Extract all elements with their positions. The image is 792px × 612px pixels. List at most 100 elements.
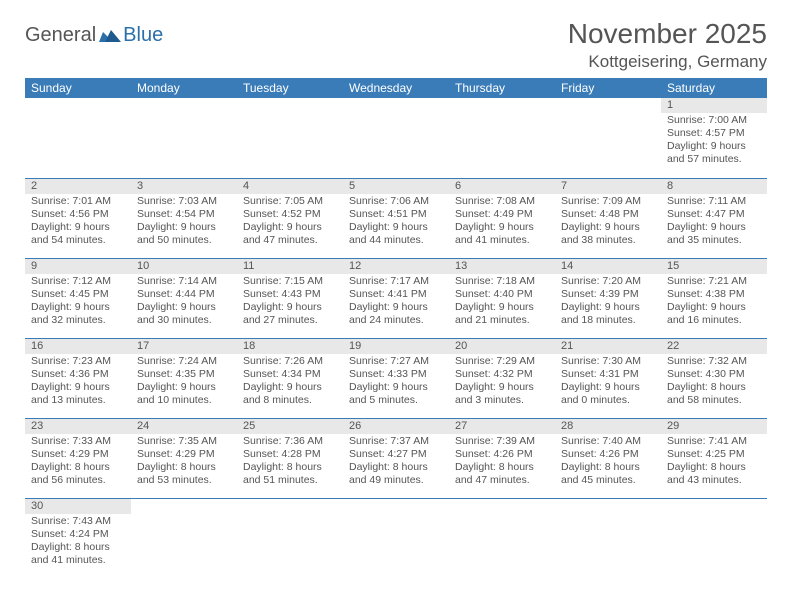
day-details: Sunrise: 7:24 AMSunset: 4:35 PMDaylight:… (131, 354, 237, 411)
calendar-page: General Blue November 2025 Kottgeisering… (0, 0, 792, 578)
day-line: Sunset: 4:27 PM (349, 448, 443, 461)
day-line: Daylight: 9 hours (137, 301, 231, 314)
day-line: and 57 minutes. (667, 153, 761, 166)
day-details: Sunrise: 7:11 AMSunset: 4:47 PMDaylight:… (661, 194, 767, 251)
day-line: and 0 minutes. (561, 394, 655, 407)
day-line: and 32 minutes. (31, 314, 125, 327)
day-number (237, 499, 343, 514)
day-details: Sunrise: 7:23 AMSunset: 4:36 PMDaylight:… (25, 354, 131, 411)
calendar-day-cell: 6Sunrise: 7:08 AMSunset: 4:49 PMDaylight… (449, 178, 555, 258)
day-line: and 43 minutes. (667, 474, 761, 487)
calendar-day-cell: 12Sunrise: 7:17 AMSunset: 4:41 PMDayligh… (343, 258, 449, 338)
logo-text-blue: Blue (123, 24, 163, 47)
calendar-day-cell: 21Sunrise: 7:30 AMSunset: 4:31 PMDayligh… (555, 338, 661, 418)
day-line: Sunset: 4:28 PM (243, 448, 337, 461)
day-details: Sunrise: 7:18 AMSunset: 4:40 PMDaylight:… (449, 274, 555, 331)
day-details: Sunrise: 7:29 AMSunset: 4:32 PMDaylight:… (449, 354, 555, 411)
day-line: Sunrise: 7:40 AM (561, 435, 655, 448)
weekday-header: Monday (131, 78, 237, 98)
day-number: 7 (555, 179, 661, 194)
day-number (25, 98, 131, 113)
day-line: Daylight: 9 hours (455, 301, 549, 314)
day-line: and 35 minutes. (667, 234, 761, 247)
calendar-day-cell (661, 498, 767, 578)
day-line: Sunset: 4:32 PM (455, 368, 549, 381)
day-line: and 21 minutes. (455, 314, 549, 327)
day-line: Daylight: 8 hours (667, 381, 761, 394)
day-line: and 16 minutes. (667, 314, 761, 327)
day-details: Sunrise: 7:43 AMSunset: 4:24 PMDaylight:… (25, 514, 131, 571)
day-number: 20 (449, 339, 555, 354)
logo: General Blue (25, 24, 163, 47)
day-number (237, 98, 343, 113)
calendar-day-cell: 16Sunrise: 7:23 AMSunset: 4:36 PMDayligh… (25, 338, 131, 418)
logo-text-general: General (25, 24, 96, 47)
day-line: and 41 minutes. (31, 554, 125, 567)
calendar-week-row: 23Sunrise: 7:33 AMSunset: 4:29 PMDayligh… (25, 418, 767, 498)
day-line: Daylight: 8 hours (667, 461, 761, 474)
calendar-day-cell (131, 98, 237, 178)
day-line: Sunrise: 7:11 AM (667, 195, 761, 208)
day-line: and 41 minutes. (455, 234, 549, 247)
day-line: Daylight: 9 hours (31, 301, 125, 314)
calendar-day-cell: 15Sunrise: 7:21 AMSunset: 4:38 PMDayligh… (661, 258, 767, 338)
day-number: 9 (25, 259, 131, 274)
day-line: Sunset: 4:52 PM (243, 208, 337, 221)
calendar-day-cell: 27Sunrise: 7:39 AMSunset: 4:26 PMDayligh… (449, 418, 555, 498)
day-line: Sunset: 4:33 PM (349, 368, 443, 381)
day-line: Daylight: 9 hours (243, 381, 337, 394)
day-number: 5 (343, 179, 449, 194)
calendar-day-cell: 26Sunrise: 7:37 AMSunset: 4:27 PMDayligh… (343, 418, 449, 498)
calendar-day-cell (343, 498, 449, 578)
day-line: Sunrise: 7:29 AM (455, 355, 549, 368)
day-line: and 27 minutes. (243, 314, 337, 327)
day-number: 1 (661, 98, 767, 113)
day-number: 26 (343, 419, 449, 434)
calendar-day-cell: 5Sunrise: 7:06 AMSunset: 4:51 PMDaylight… (343, 178, 449, 258)
day-line: Sunrise: 7:23 AM (31, 355, 125, 368)
calendar-day-cell: 10Sunrise: 7:14 AMSunset: 4:44 PMDayligh… (131, 258, 237, 338)
day-details: Sunrise: 7:21 AMSunset: 4:38 PMDaylight:… (661, 274, 767, 331)
day-line: Sunset: 4:26 PM (455, 448, 549, 461)
day-line: Sunrise: 7:06 AM (349, 195, 443, 208)
day-line: Daylight: 9 hours (31, 381, 125, 394)
calendar-day-cell (555, 498, 661, 578)
day-line: Sunrise: 7:03 AM (137, 195, 231, 208)
weekday-header: Wednesday (343, 78, 449, 98)
calendar-week-row: 30Sunrise: 7:43 AMSunset: 4:24 PMDayligh… (25, 498, 767, 578)
day-line: Sunset: 4:47 PM (667, 208, 761, 221)
calendar-day-cell: 25Sunrise: 7:36 AMSunset: 4:28 PMDayligh… (237, 418, 343, 498)
day-number: 17 (131, 339, 237, 354)
day-line: and 47 minutes. (455, 474, 549, 487)
day-number (343, 499, 449, 514)
day-line: Daylight: 9 hours (243, 301, 337, 314)
day-line: Sunrise: 7:14 AM (137, 275, 231, 288)
day-number (449, 98, 555, 113)
calendar-day-cell (237, 98, 343, 178)
day-line: Sunset: 4:48 PM (561, 208, 655, 221)
day-line: Daylight: 9 hours (455, 221, 549, 234)
day-number (343, 98, 449, 113)
day-line: Sunset: 4:38 PM (667, 288, 761, 301)
day-details: Sunrise: 7:30 AMSunset: 4:31 PMDaylight:… (555, 354, 661, 411)
day-details: Sunrise: 7:40 AMSunset: 4:26 PMDaylight:… (555, 434, 661, 491)
day-line: and 58 minutes. (667, 394, 761, 407)
day-line: Sunrise: 7:27 AM (349, 355, 443, 368)
day-details: Sunrise: 7:05 AMSunset: 4:52 PMDaylight:… (237, 194, 343, 251)
day-number: 14 (555, 259, 661, 274)
day-number (661, 499, 767, 514)
day-number (131, 98, 237, 113)
day-number: 2 (25, 179, 131, 194)
day-details: Sunrise: 7:14 AMSunset: 4:44 PMDaylight:… (131, 274, 237, 331)
calendar-day-cell: 9Sunrise: 7:12 AMSunset: 4:45 PMDaylight… (25, 258, 131, 338)
day-line: and 13 minutes. (31, 394, 125, 407)
day-details: Sunrise: 7:37 AMSunset: 4:27 PMDaylight:… (343, 434, 449, 491)
calendar-week-row: 9Sunrise: 7:12 AMSunset: 4:45 PMDaylight… (25, 258, 767, 338)
day-line: Daylight: 9 hours (243, 221, 337, 234)
day-details: Sunrise: 7:39 AMSunset: 4:26 PMDaylight:… (449, 434, 555, 491)
day-details: Sunrise: 7:15 AMSunset: 4:43 PMDaylight:… (237, 274, 343, 331)
day-line: and 38 minutes. (561, 234, 655, 247)
day-number: 3 (131, 179, 237, 194)
day-line: Sunrise: 7:01 AM (31, 195, 125, 208)
day-line: Sunset: 4:29 PM (137, 448, 231, 461)
